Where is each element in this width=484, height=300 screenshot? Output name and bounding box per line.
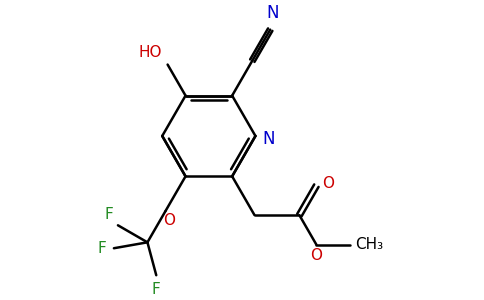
- Text: F: F: [98, 241, 107, 256]
- Text: CH₃: CH₃: [355, 237, 383, 252]
- Text: N: N: [263, 130, 275, 148]
- Text: O: O: [310, 248, 322, 263]
- Text: F: F: [152, 282, 161, 297]
- Text: N: N: [266, 4, 279, 22]
- Text: F: F: [105, 207, 113, 222]
- Text: O: O: [322, 176, 334, 191]
- Text: O: O: [163, 213, 175, 228]
- Text: HO: HO: [139, 45, 162, 60]
